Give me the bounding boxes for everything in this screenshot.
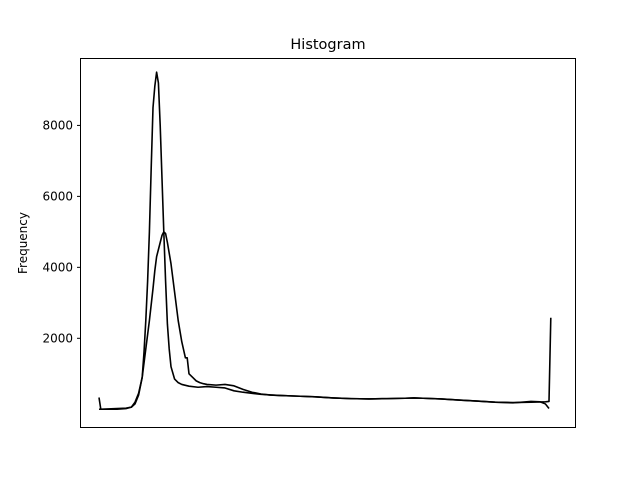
y-axis-label: Frequency xyxy=(16,212,30,274)
y-tick-label: 2000 xyxy=(42,331,73,345)
series-line-2 xyxy=(98,71,550,411)
series-lines xyxy=(98,71,552,411)
axes-frame xyxy=(80,58,576,428)
y-tick-label: 6000 xyxy=(42,189,73,203)
y-axis-ticks: 2000 4000 6000 8000 xyxy=(42,118,81,345)
y-tick-label: 4000 xyxy=(42,260,73,274)
chart-title: Histogram xyxy=(290,37,365,53)
y-tick-label: 8000 xyxy=(42,118,73,132)
